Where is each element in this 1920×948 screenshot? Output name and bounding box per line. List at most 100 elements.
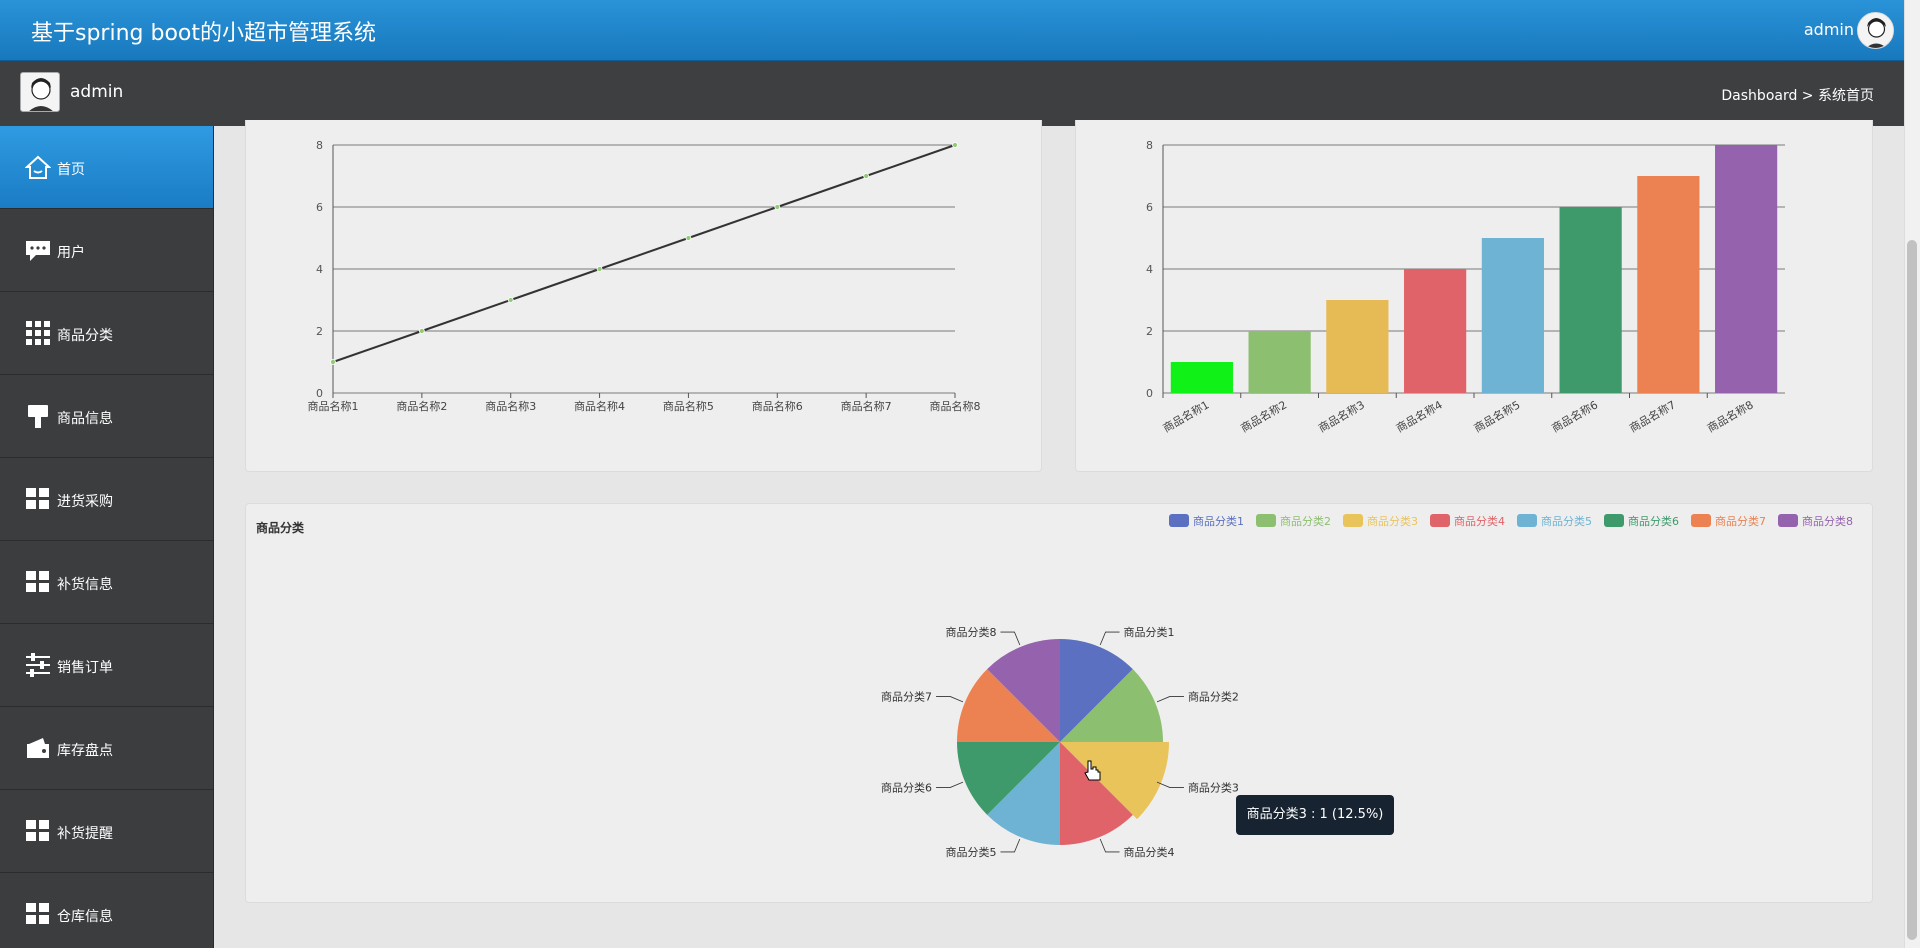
pie-label-line: [1099, 631, 1120, 646]
bar-chart-panel: 0 2 4 6 8 商品名称1 商品名称2 商品名称3 商品名称4 商品名称5 商品名称6 商品名称7…: [1075, 120, 1873, 472]
sidebar-item-orders[interactable]: 销售订单: [0, 624, 213, 707]
chat-icon: [26, 241, 50, 261]
app-header: 基于spring boot的小超市管理系统 admin: [0, 0, 1904, 61]
y-tick-label: 6: [316, 201, 323, 214]
x-tick-label: 商品名称2: [1238, 397, 1289, 435]
sidebar-item-warehouse[interactable]: 仓库信息: [0, 873, 213, 948]
pie-slice: [957, 669, 1060, 742]
sidebar-item-label: 补货信息: [57, 577, 113, 593]
legend-label: 商品分类7: [1715, 514, 1766, 528]
x-tick-label: 商品名称3: [1316, 397, 1367, 435]
sidebar-item-label: 补货提醒: [57, 826, 113, 842]
x-tick-label: 商品名称8: [930, 399, 981, 413]
sidebar-item-purchase[interactable]: 进货采购: [0, 458, 213, 541]
tiles-icon: [26, 571, 49, 592]
x-tick-label: 商品名称1: [308, 399, 359, 413]
bar: [1637, 176, 1700, 393]
pie-slice: [987, 742, 1060, 845]
legend-swatch: [1430, 514, 1450, 527]
x-tick-label: 商品名称5: [663, 399, 714, 413]
sidebar-item-label: 首页: [57, 162, 85, 178]
x-tick-label: 商品名称6: [752, 399, 803, 413]
sidebar-item-label: 库存盘点: [57, 743, 113, 759]
pie-label-line: [1000, 631, 1021, 646]
legend-swatch: [1691, 514, 1711, 527]
data-point: [330, 359, 336, 365]
data-point: [952, 142, 958, 148]
pie-chart-title: 商品分类: [256, 521, 305, 535]
legend-label: 商品分类5: [1541, 514, 1592, 528]
bar: [1481, 238, 1544, 393]
x-tick-label: 商品名称7: [841, 399, 892, 413]
sidebar-item-label: 用户: [57, 245, 85, 261]
pie-tooltip: 商品分类3 : 1 (12.5%): [1236, 795, 1394, 835]
avatar[interactable]: [1857, 12, 1894, 49]
x-tick-label: 商品名称2: [396, 399, 447, 413]
legend-swatch: [1343, 514, 1363, 527]
avatar[interactable]: [20, 72, 60, 112]
pie-slice: [957, 742, 1060, 815]
legend-label: 商品分类8: [1802, 514, 1853, 528]
sidebar-item-goods[interactable]: 商品信息: [0, 375, 213, 458]
pie-label: 商品分类5: [945, 845, 996, 859]
line-chart[interactable]: 0 2 4 6 8 商品名称1 商品名称2 商品名称3 商品名称4 商品名称5 商品名称6 商品名称7…: [246, 120, 1043, 472]
app-title: 基于spring boot的小超市管理系统: [31, 21, 376, 46]
pie-label: 商品分类3: [1188, 781, 1239, 795]
data-point: [596, 266, 603, 272]
x-tick-label: 商品名称3: [485, 399, 536, 413]
x-tick-label: 商品名称5: [1471, 397, 1522, 435]
sidebar-item-label: 仓库信息: [57, 909, 113, 925]
breadcrumb[interactable]: Dashboard > 系统首页: [1721, 88, 1874, 104]
y-tick-label: 8: [1146, 139, 1153, 152]
pie-chart[interactable]: 商品分类1 商品分类2 商品分类3 商品分类4 商品分类5 商品分类6 商品分类7 商品分类8…: [246, 504, 1874, 904]
pie-slice: [1060, 639, 1133, 742]
x-tick-label: 商品名称1: [1160, 397, 1211, 435]
data-point: [507, 297, 514, 303]
legend-swatch: [1604, 514, 1624, 527]
data-point: [863, 173, 870, 179]
pie-chart-panel: 商品分类 商品分类1 商品分类2 商品分类3 商品分类4 商品分类5 商品分类6 商品分类7…: [245, 503, 1873, 903]
pie-label: 商品分类8: [945, 625, 996, 639]
sidebar-item-inventory[interactable]: 库存盘点: [0, 707, 213, 790]
sidebar-item-label: 商品信息: [57, 411, 113, 427]
sub-header: admin Dashboard > 系统首页: [0, 61, 1904, 126]
wallet-icon: [27, 738, 49, 758]
sidebar-item-reminder[interactable]: 补货提醒: [0, 790, 213, 873]
grid-icon: [26, 321, 50, 345]
bar: [1248, 331, 1311, 393]
sidebar-item-home[interactable]: 首页: [0, 126, 213, 209]
sidebar-item-label: 商品分类: [57, 328, 113, 344]
pie-slice: [1060, 742, 1133, 845]
pie-label-line: [1156, 696, 1184, 703]
sidebar-item-users[interactable]: 用户: [0, 209, 213, 292]
legend-swatch: [1778, 514, 1798, 527]
sliders-icon: [26, 653, 50, 677]
tiles-icon: [26, 820, 49, 841]
brush-icon: [28, 405, 48, 428]
bar: [1404, 269, 1467, 393]
y-tick-label: 2: [316, 325, 323, 338]
page-scrollbar[interactable]: [1904, 0, 1920, 948]
bar-chart[interactable]: 0 2 4 6 8 商品名称1 商品名称2 商品名称3 商品名称4 商品名称5 商品名称6 商品名称7…: [1076, 120, 1874, 472]
series-line: [332, 144, 956, 363]
pie-label: 商品分类7: [881, 689, 932, 703]
legend-swatch: [1169, 514, 1189, 527]
sidebar-item-restock[interactable]: 补货信息: [0, 541, 213, 624]
pie-slice: [1060, 669, 1163, 742]
data-point: [685, 235, 692, 241]
pie-label: 商品分类1: [1124, 625, 1175, 639]
sidebar-item-category[interactable]: 商品分类: [0, 292, 213, 375]
pie-slice: [1060, 742, 1169, 820]
bar: [1715, 145, 1778, 393]
data-point: [418, 328, 425, 334]
home-icon: [25, 155, 51, 179]
legend-label: 商品分类6: [1628, 514, 1679, 528]
scrollbar-thumb[interactable]: [1907, 240, 1917, 940]
pie-label-line: [1156, 781, 1184, 788]
pie-label: 商品分类4: [1124, 845, 1175, 859]
x-tick-label: 商品名称4: [1393, 397, 1444, 435]
legend-label: 商品分类3: [1367, 514, 1418, 528]
y-tick-label: 8: [316, 139, 323, 152]
tiles-icon: [26, 488, 49, 509]
header-username[interactable]: admin: [1803, 20, 1854, 39]
